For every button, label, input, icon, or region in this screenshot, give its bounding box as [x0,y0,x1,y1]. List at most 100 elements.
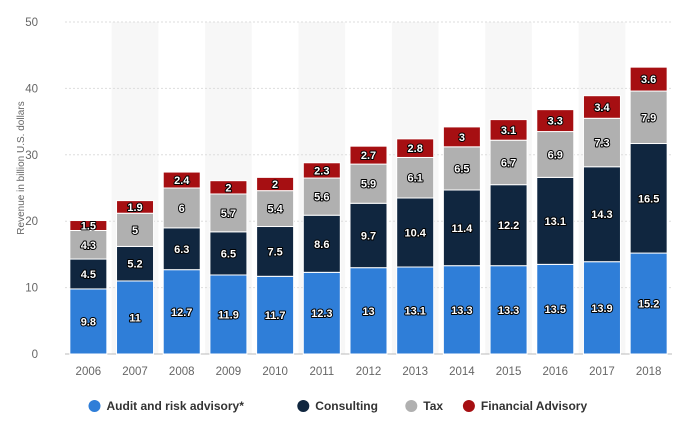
bar-segment[interactable] [162,269,201,355]
bar-data-label: 4.5 [81,269,96,281]
bar-data-label: 3 [459,132,465,144]
x-tick-label: 2009 [216,366,242,378]
bar-segment[interactable] [256,226,295,277]
bar-segment[interactable] [489,184,528,267]
bar-data-label: 7.9 [641,112,656,124]
legend-label: Audit and risk advisory* [107,399,245,413]
bar-segment[interactable] [536,263,575,355]
bar-segment[interactable] [489,119,528,141]
x-tick-label: 2014 [449,366,475,378]
bar-segment[interactable] [442,189,481,267]
x-tick-label: 2008 [169,366,195,378]
legend-marker [88,400,101,412]
bar-data-label: 11.4 [451,223,473,235]
bar-data-label: 12.7 [171,307,192,319]
bar-data-label: 5.7 [221,208,236,220]
bar-data-label: 14.3 [591,209,612,221]
legend-item[interactable]: Audit and risk advisory* [88,399,245,413]
bar-segment[interactable] [582,117,621,168]
bar-segment[interactable] [162,171,201,189]
y-tick-label: 20 [25,216,38,228]
bar-segment[interactable] [256,176,295,192]
bar-segment[interactable] [629,90,668,145]
bar-data-label: 13.3 [451,305,472,317]
bar-data-label: 7.5 [267,246,282,258]
bar-segment[interactable] [582,95,621,119]
x-tick-label: 2013 [402,366,428,378]
bar-segment[interactable] [349,145,388,165]
bar-data-label: 3.1 [501,125,516,137]
legend-label: Consulting [315,399,378,413]
bar-data-label: 2.3 [314,165,329,177]
bar-segment[interactable] [489,265,528,355]
bar-segment[interactable] [442,126,481,148]
legend-item[interactable]: Consulting [297,399,378,413]
bar-data-label: 2 [272,179,278,191]
x-tick-label: 2012 [356,366,382,378]
legend-marker [405,400,418,412]
bar-segment[interactable] [162,187,201,229]
bar-data-label: 10.4 [404,227,426,239]
bar-segment[interactable] [302,162,341,179]
bar-segment[interactable] [302,214,341,273]
bar-data-label: 13.5 [545,304,566,316]
x-axis-ticks: 2006 2007 2008 2009 2010 2011 2012 2013 2014 2015… [76,366,662,378]
bar-segment[interactable] [256,190,295,228]
x-tick-label: 2011 [309,366,334,378]
bar-segment[interactable] [302,271,341,355]
bar-segment[interactable] [629,66,668,92]
bar-segment[interactable] [396,266,435,355]
bar-segment[interactable] [116,200,155,214]
bar-segment[interactable] [536,131,575,178]
bar-data-label: 9.7 [361,230,376,242]
bar-segment[interactable] [349,163,388,204]
bar-data-label: 9.8 [81,316,96,328]
bar-segment[interactable] [396,156,435,199]
bar-data-label: 2 [225,182,231,194]
bar-segment[interactable] [629,143,668,254]
bar-data-label: 2.8 [408,143,423,155]
x-tick-label: 2007 [122,366,148,378]
bars [69,66,668,355]
bar-segment[interactable] [349,202,388,269]
bar-data-label: 6 [179,203,185,215]
bar-segment[interactable] [582,261,621,355]
bar-segment[interactable] [209,231,248,276]
bar-segment[interactable] [349,267,388,355]
y-tick-label: 30 [25,150,38,162]
bar-segment[interactable] [396,197,435,268]
bar-data-label: 6.3 [174,244,189,256]
bar-segment[interactable] [396,138,435,158]
bar-segment[interactable] [536,176,575,265]
bar-data-label: 7.3 [594,138,609,150]
bar-data-label: 5.2 [127,259,142,271]
bar-segment[interactable] [69,220,108,231]
bar-data-label: 5.9 [361,179,376,191]
bar-data-label: 1.9 [127,202,142,214]
bar-data-label: 1.5 [81,221,96,233]
bar-segment[interactable] [209,274,248,355]
y-axis-title: Revenue in billion U.S. dollars [16,101,27,234]
bar-data-label: 6.1 [408,173,423,185]
bar-data-label: 13.1 [404,306,425,318]
data-labels: 9.8 4.5 4.3 1.5 11 5.2 5 1.9 12.7 6.3 6 2.4 11.9 6.5 5… [80,73,661,329]
bar-segment[interactable] [162,227,201,271]
y-tick-label: 50 [25,17,38,29]
x-tick-label: 2010 [262,366,288,378]
bar-data-label: 11.7 [265,310,286,322]
legend-item[interactable]: Financial Advisory [462,399,588,413]
bar-segment[interactable] [209,193,248,233]
legend[interactable]: Audit and risk advisory* Consulting Tax Fin… [88,399,588,413]
bar-segment[interactable] [442,265,481,355]
bar-segment[interactable] [536,109,575,133]
legend-item[interactable]: Tax [405,399,443,413]
bar-data-label: 13 [362,306,374,318]
bar-data-label: 3.3 [548,116,563,128]
bar-data-label: 2.4 [174,175,190,187]
y-tick-label: 40 [25,83,38,95]
x-tick-label: 2017 [589,366,615,378]
bar-segment[interactable] [209,180,248,195]
legend-marker [462,400,475,412]
